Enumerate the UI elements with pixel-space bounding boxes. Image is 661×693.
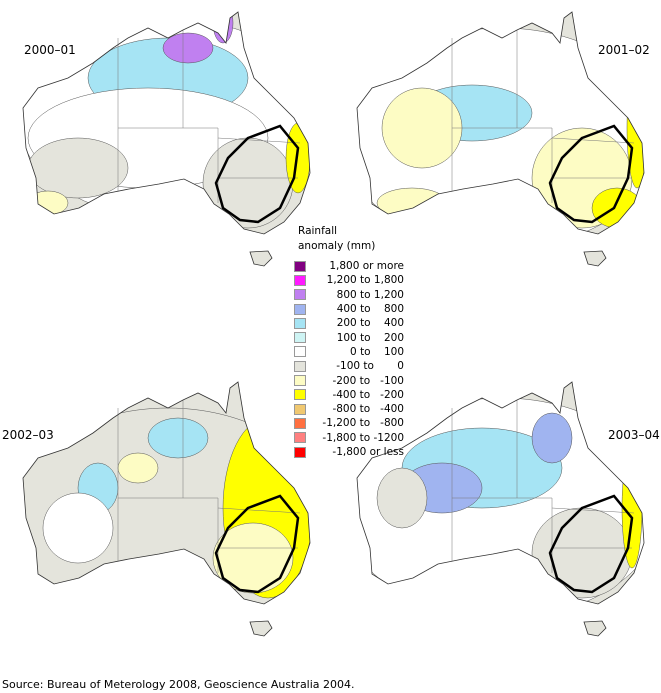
tasmania-landmass: [584, 251, 606, 266]
state-borders: [451, 30, 635, 203]
map-2000-01: [22, 11, 311, 267]
rainfall-anomaly-zone: [212, 12, 234, 44]
legend-label: 1,200 to 1,800: [326, 274, 404, 287]
legend-swatch: [294, 317, 306, 329]
year-label-2000-01: 2000–01: [24, 43, 76, 57]
legend-label: 1,800 or more: [329, 260, 404, 273]
rainfall-anomaly-zone: [531, 507, 633, 599]
murray-darling-basin-boundary: [548, 124, 634, 224]
legend-item: -1,800 or less: [294, 445, 404, 459]
rainfall-anomaly-zone: [117, 452, 159, 484]
murray-darling-basin-boundary: [214, 494, 300, 594]
legend-swatch: [294, 260, 306, 272]
legend-title-line2: anomaly (mm): [298, 240, 376, 252]
legend-swatch: [294, 432, 306, 444]
legend-label: -200 to -100: [332, 374, 404, 387]
rainfall-anomaly-zone: [27, 190, 69, 216]
rainfall-anomaly-zone: [376, 467, 428, 529]
rainfall-anomaly-zone: [212, 522, 294, 594]
legend-item: 400 to 800: [294, 302, 404, 316]
coastline: [22, 11, 311, 235]
tasmania-coastline: [583, 250, 607, 267]
legend-item: -800 to -400: [294, 402, 404, 416]
year-label-2001-02: 2001–02: [598, 43, 650, 57]
map-2001-02: [356, 11, 645, 267]
legend-title-line1: Rainfall: [298, 225, 338, 237]
legend-item: 100 to 200: [294, 330, 404, 344]
coastline: [356, 381, 645, 605]
legend-swatch: [294, 446, 306, 458]
coastline: [356, 11, 645, 235]
legend-item: 1,800 or more: [294, 259, 404, 273]
rainfall-anomaly-zone: [381, 87, 463, 169]
legend-label: -1,800 or less: [332, 446, 404, 458]
tasmania-landmass: [250, 251, 272, 266]
map-2002-03: [22, 381, 311, 637]
rainfall-anomaly-zone: [531, 412, 573, 464]
rainfall-anomaly-zone: [27, 137, 129, 199]
tasmania-landmass: [250, 621, 272, 636]
legend-label: 100 to 200: [336, 331, 404, 344]
legend-item: -100 to 0: [294, 359, 404, 373]
legend-swatch: [294, 346, 306, 358]
legend-label: -1,200 to -800: [322, 417, 404, 430]
legend-label: -1,800 to -1200: [322, 431, 404, 444]
map-2003-04: [356, 381, 645, 637]
legend-swatch: [294, 274, 306, 286]
rainfall-anomaly-zone: [42, 492, 114, 564]
legend-item: 1,200 to 1,800: [294, 273, 404, 287]
legend-item: 800 to 1,200: [294, 288, 404, 302]
legend-label: 800 to 1,200: [336, 288, 404, 301]
year-label-2003-04: 2003–04: [608, 428, 660, 442]
legend-label: 0 to 100: [350, 345, 404, 358]
legend-label: -400 to -200: [332, 388, 404, 401]
legend-label: 400 to 800: [336, 303, 404, 316]
legend-swatch: [294, 303, 306, 315]
legend-swatch: [294, 360, 306, 372]
rainfall-anomaly-zone: [162, 32, 214, 64]
legend-swatch: [294, 332, 306, 344]
legend-item: -1,800 to -1200: [294, 431, 404, 445]
legend-item: -400 to -200: [294, 388, 404, 402]
coastline: [22, 381, 311, 605]
rainfall-anomaly-zone: [591, 187, 643, 229]
legend-item: -1,200 to -800: [294, 416, 404, 430]
rainfall-anomaly-zone: [285, 122, 310, 194]
legend-label: -100 to 0: [336, 360, 404, 373]
tasmania-coastline: [583, 620, 607, 637]
legend-swatch: [294, 389, 306, 401]
legend-swatch: [294, 417, 306, 429]
legend-label: -800 to -400: [332, 403, 404, 416]
murray-darling-basin-boundary: [548, 494, 634, 594]
legend-item: 200 to 400: [294, 316, 404, 330]
legend: Rainfall anomaly (mm) 1,800 or more 1,200…: [294, 224, 404, 459]
tasmania-coastline: [249, 250, 273, 267]
legend-swatch: [294, 289, 306, 301]
legend-swatch: [294, 375, 306, 387]
murray-darling-basin-boundary: [214, 124, 300, 224]
year-label-2002-03: 2002–03: [2, 428, 54, 442]
source-note: Source: Bureau of Meterology 2008, Geosc…: [2, 678, 355, 691]
legend-item: -200 to -100: [294, 373, 404, 387]
tasmania-landmass: [584, 621, 606, 636]
legend-label: 200 to 400: [336, 317, 404, 330]
legend-swatch: [294, 403, 306, 415]
legend-item: 0 to 100: [294, 345, 404, 359]
rainfall-anomaly-zone: [147, 417, 209, 459]
tasmania-coastline: [249, 620, 273, 637]
